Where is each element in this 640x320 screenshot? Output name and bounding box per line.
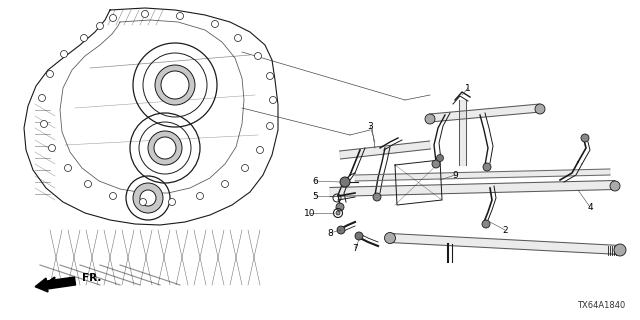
Circle shape <box>266 123 273 130</box>
Circle shape <box>255 52 262 60</box>
Circle shape <box>154 137 176 159</box>
Circle shape <box>581 134 589 142</box>
Text: 2: 2 <box>502 226 508 235</box>
Circle shape <box>432 160 440 168</box>
Text: 8: 8 <box>327 228 333 237</box>
Text: 1: 1 <box>465 84 471 92</box>
Circle shape <box>610 181 620 191</box>
Circle shape <box>140 198 147 205</box>
Polygon shape <box>458 100 465 165</box>
Circle shape <box>40 121 47 127</box>
Circle shape <box>234 35 241 42</box>
Circle shape <box>140 190 156 206</box>
Circle shape <box>483 163 491 171</box>
Circle shape <box>266 73 273 79</box>
Circle shape <box>148 131 182 165</box>
Circle shape <box>161 71 189 99</box>
Text: 10: 10 <box>304 209 316 218</box>
Circle shape <box>614 244 626 256</box>
Circle shape <box>81 35 88 42</box>
Circle shape <box>535 104 545 114</box>
Circle shape <box>84 180 92 188</box>
Text: 9: 9 <box>452 171 458 180</box>
Circle shape <box>196 193 204 199</box>
Circle shape <box>257 147 264 154</box>
Circle shape <box>340 177 350 187</box>
Circle shape <box>38 94 45 101</box>
Circle shape <box>177 12 184 20</box>
Text: 4: 4 <box>587 203 593 212</box>
Text: TX64A1840: TX64A1840 <box>577 301 625 310</box>
Circle shape <box>336 203 344 211</box>
Polygon shape <box>429 104 540 122</box>
Text: 3: 3 <box>367 122 373 131</box>
Circle shape <box>109 193 116 199</box>
Circle shape <box>482 220 490 228</box>
Circle shape <box>97 22 104 29</box>
FancyArrow shape <box>35 277 76 292</box>
Circle shape <box>65 164 72 172</box>
Text: 7: 7 <box>352 244 358 252</box>
Circle shape <box>47 70 54 77</box>
Circle shape <box>373 193 381 201</box>
Circle shape <box>436 155 444 162</box>
Text: FR.: FR. <box>82 273 101 283</box>
Circle shape <box>269 97 276 103</box>
Circle shape <box>211 20 218 28</box>
Circle shape <box>241 164 248 172</box>
Circle shape <box>221 180 228 188</box>
Circle shape <box>61 51 67 58</box>
Circle shape <box>336 211 340 215</box>
Circle shape <box>155 65 195 105</box>
Circle shape <box>109 14 116 21</box>
Polygon shape <box>330 180 615 196</box>
Circle shape <box>133 183 163 213</box>
Circle shape <box>49 145 56 151</box>
Circle shape <box>385 233 396 244</box>
Text: 6: 6 <box>312 177 318 186</box>
Circle shape <box>337 226 345 234</box>
Polygon shape <box>355 169 610 181</box>
Polygon shape <box>390 234 620 254</box>
Text: 5: 5 <box>312 191 318 201</box>
Polygon shape <box>340 141 431 159</box>
Circle shape <box>141 11 148 18</box>
Circle shape <box>355 232 363 240</box>
Circle shape <box>168 198 175 205</box>
Circle shape <box>425 114 435 124</box>
